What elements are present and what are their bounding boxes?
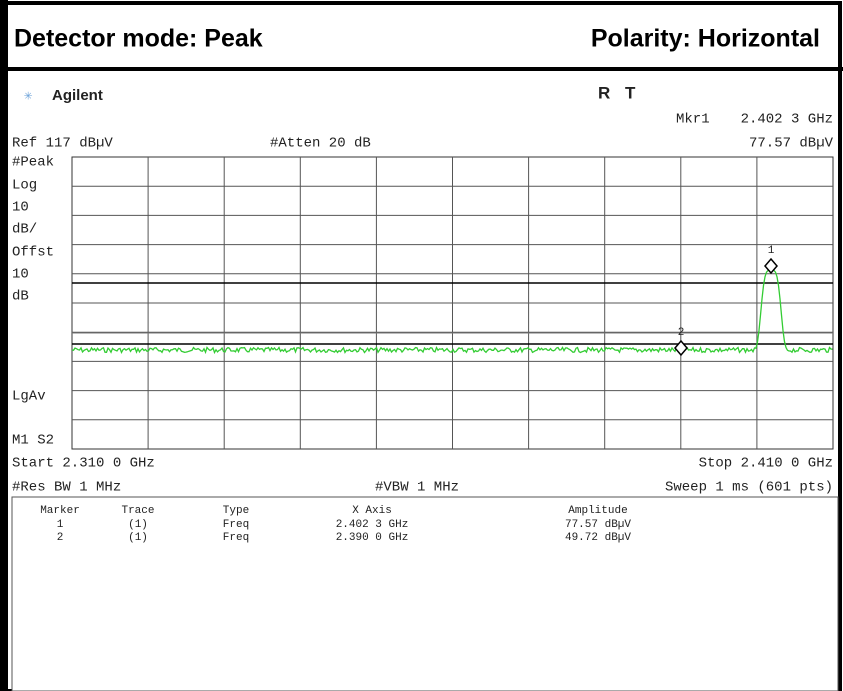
marker-table-content: Marker Trace Type X Axis Amplitude 1 (1) Freq 2.…: [40, 505, 631, 544]
graticule: [71, 156, 834, 450]
side-label: dB/: [12, 222, 37, 238]
table-cell: Freq: [223, 532, 249, 544]
video-bandwidth: #VBW 1 MHz: [375, 480, 459, 496]
table-header: Trace: [121, 505, 154, 517]
resolution-bandwidth: #Res BW 1 MHz: [12, 480, 121, 496]
attenuation: #Atten 20 dB: [270, 136, 371, 152]
side-label: Offst: [12, 245, 54, 261]
detector-mode: Detector mode: Peak: [14, 25, 263, 53]
status: R: [598, 83, 610, 102]
table-header: Marker: [40, 505, 80, 517]
side-labels: #Peak Log 10 dB/Offst 10 dB LgAv M1 S2: [12, 155, 54, 449]
table-cell: Freq: [223, 519, 249, 531]
marker-number: 2: [678, 327, 685, 339]
table-cell: 1: [57, 519, 64, 531]
table-cell: 2.402 3 GHz: [336, 519, 409, 531]
table-cell: 2: [57, 532, 64, 544]
table-header: X Axis: [352, 505, 392, 517]
status: T: [625, 83, 636, 102]
polarity: Polarity: Horizontal: [591, 25, 820, 53]
reference-level: Ref 117 dBµV: [12, 136, 113, 152]
marker-label: Mkr1: [676, 112, 710, 128]
table-cell: (1): [128, 519, 148, 531]
brand: Agilent: [52, 87, 103, 104]
marker-number: 1: [768, 245, 775, 257]
marker-table: [11, 496, 839, 691]
stop-frequency: Stop 2.410 0 GHz: [699, 456, 833, 472]
left-border: [0, 0, 8, 691]
side-label: 10: [12, 267, 29, 283]
start-frequency: Start 2.310 0 GHz: [12, 456, 155, 472]
marker-amplitude: 77.57 dBµV: [749, 136, 834, 152]
side-label: 10: [12, 200, 29, 216]
marker-diamond: [764, 257, 778, 275]
marker-frequency: 2.402 3 GHz: [741, 112, 833, 128]
side-label: M1 S2: [12, 433, 54, 449]
table-cell: 77.57 dBµV: [565, 519, 631, 531]
side-label: Log: [12, 178, 37, 194]
side-label: #Peak: [12, 155, 54, 171]
table-header: Amplitude: [568, 505, 627, 517]
logo: ✳: [24, 89, 33, 105]
side-label: LgAv: [12, 389, 46, 405]
side-label: dB: [12, 289, 29, 305]
table-cell: 2.390 0 GHz: [336, 532, 409, 544]
table-cell: (1): [128, 532, 148, 544]
table-header: Type: [223, 505, 249, 517]
marker-diamond: [674, 339, 688, 357]
table-cell: 49.72 dBµV: [565, 532, 631, 544]
trace: [71, 269, 833, 355]
sweep: Sweep 1 ms (601 pts): [665, 480, 833, 496]
